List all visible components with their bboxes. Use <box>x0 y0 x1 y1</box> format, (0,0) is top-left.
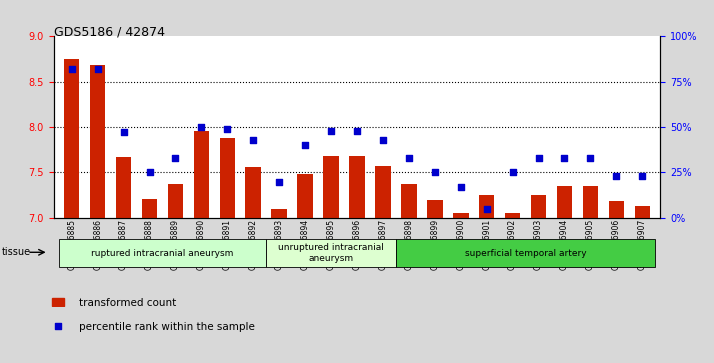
Text: percentile rank within the sample: percentile rank within the sample <box>79 322 254 332</box>
Bar <box>583 186 598 218</box>
Point <box>637 173 648 179</box>
Bar <box>51 298 64 306</box>
Bar <box>531 195 546 218</box>
Text: GDS5186 / 42874: GDS5186 / 42874 <box>54 25 164 38</box>
Point <box>196 124 207 130</box>
Bar <box>401 184 417 218</box>
Bar <box>116 157 131 218</box>
Bar <box>142 199 157 218</box>
Bar <box>246 167 261 218</box>
Bar <box>608 201 624 218</box>
Bar <box>505 213 521 218</box>
Point <box>299 142 311 148</box>
Text: tissue: tissue <box>1 247 31 257</box>
Bar <box>193 131 209 218</box>
FancyBboxPatch shape <box>266 239 396 267</box>
Bar <box>557 186 572 218</box>
Point <box>326 128 337 134</box>
Point <box>455 184 466 190</box>
Bar <box>297 174 313 218</box>
Point <box>533 155 544 161</box>
Text: superficial temporal artery: superficial temporal artery <box>465 249 586 258</box>
Point <box>66 66 77 72</box>
Point <box>377 137 388 143</box>
Point <box>170 155 181 161</box>
Bar <box>427 200 443 218</box>
Point <box>273 179 285 184</box>
Bar <box>323 156 339 218</box>
Bar <box>90 65 106 218</box>
Bar <box>219 138 235 218</box>
Point <box>429 170 441 175</box>
Text: ruptured intracranial aneurysm: ruptured intracranial aneurysm <box>91 249 233 258</box>
Bar <box>349 156 365 218</box>
Point <box>481 206 493 212</box>
Point <box>124 277 135 283</box>
Point <box>248 137 259 143</box>
Point <box>92 66 104 72</box>
Point <box>610 173 622 179</box>
Bar <box>635 206 650 218</box>
Point <box>221 126 233 132</box>
Bar <box>375 166 391 218</box>
Bar <box>453 213 468 218</box>
FancyBboxPatch shape <box>396 239 655 267</box>
Point <box>144 170 155 175</box>
Bar <box>64 59 79 218</box>
Text: unruptured intracranial
aneurysm: unruptured intracranial aneurysm <box>278 243 384 263</box>
Point <box>351 128 363 134</box>
Point <box>118 130 129 135</box>
Point <box>585 155 596 161</box>
Bar <box>479 195 495 218</box>
Point <box>559 155 570 161</box>
Bar <box>271 209 287 218</box>
Text: transformed count: transformed count <box>79 298 176 308</box>
FancyBboxPatch shape <box>59 239 266 267</box>
Point <box>507 170 518 175</box>
Point <box>403 155 415 161</box>
Bar <box>168 184 183 218</box>
